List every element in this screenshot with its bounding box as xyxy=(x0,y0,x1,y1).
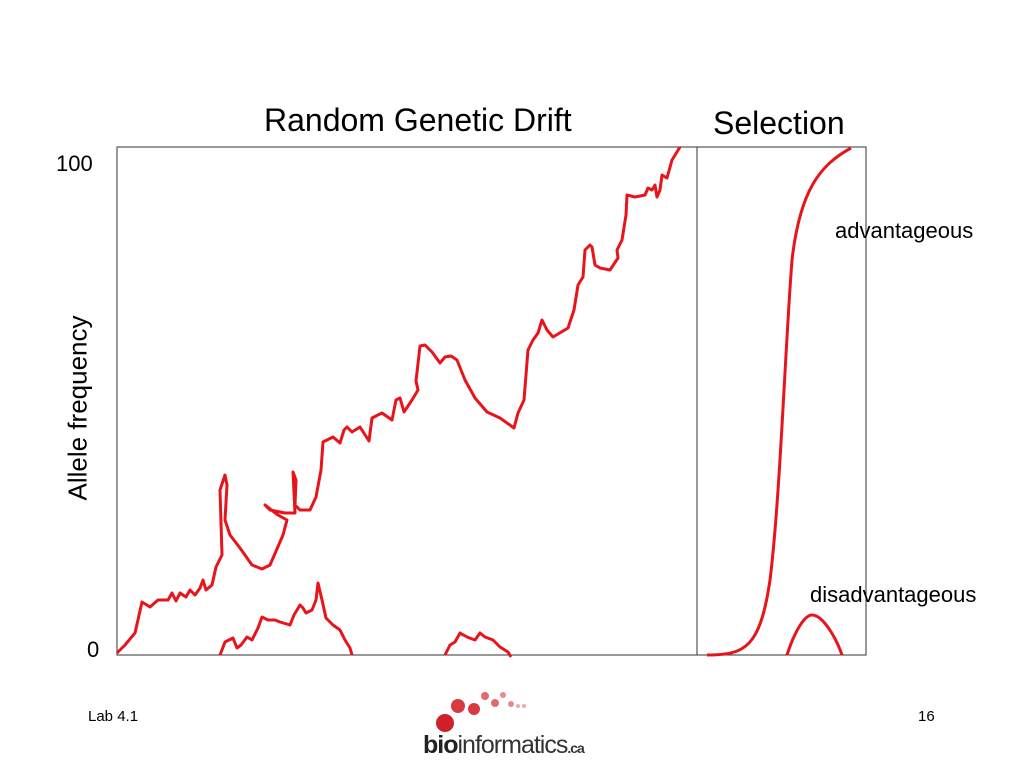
logo-text-informatics: informatics xyxy=(457,731,569,759)
disadvantageous-label: disadvantageous xyxy=(810,582,977,607)
selection-advantageous-curve xyxy=(706,146,852,657)
slide-page-number: 16 xyxy=(918,708,935,725)
drift-panel-title: Random Genetic Drift xyxy=(264,102,572,138)
bioinformatics-logo-dots xyxy=(436,692,526,732)
drift-trajectory-main xyxy=(115,146,682,655)
logo-text-ca: .ca xyxy=(567,740,584,756)
selection-panel-frame xyxy=(696,146,867,656)
drift-trajectory-low-1 xyxy=(218,581,354,656)
y-tick-top: 100 xyxy=(56,151,93,176)
selection-panel-title: Selection xyxy=(713,105,845,141)
logo-text-bio: bio xyxy=(423,731,458,759)
drift-trajectory-low-2 xyxy=(443,631,513,658)
advantageous-label: advantageous xyxy=(835,218,974,243)
footer-lab-label: Lab 4.1 xyxy=(88,708,139,725)
y-tick-bottom: 0 xyxy=(87,637,100,662)
bioinformatics-logo: bioinformatics.ca xyxy=(423,731,585,760)
selection-disadvantageous-curve xyxy=(785,613,844,656)
drift-panel-frame xyxy=(116,146,698,656)
